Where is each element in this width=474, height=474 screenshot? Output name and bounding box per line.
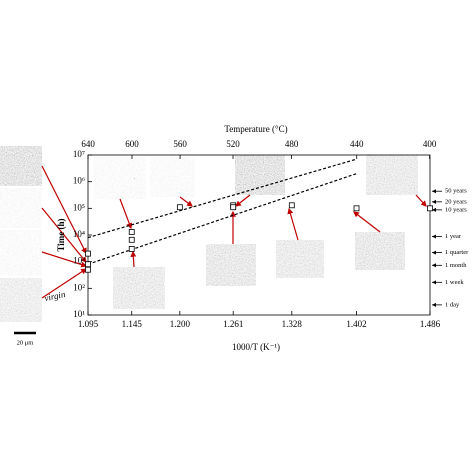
y2-tick-arrow [432,189,436,194]
y2-tick-label: 50 years [445,188,467,195]
micrograph [93,156,147,200]
y2-tick-label: 1 month [445,262,467,269]
data-point [85,250,91,257]
x-tick-label: 1.486 [420,319,441,329]
y-tick-label: 10⁶ [73,176,85,186]
y2-tick-label: 1 year [445,233,462,240]
y2-tick-arrow [432,280,436,285]
data-point [288,202,295,209]
micrograph [354,231,406,271]
data-point [128,229,135,235]
x2-tick-label: 480 [285,139,299,149]
micrograph [0,277,43,323]
micrograph [365,154,419,196]
x-tick-label: 1.200 [170,319,191,329]
micrograph [112,266,166,310]
virgin-label: virgin [43,289,66,303]
data-point [353,205,360,212]
scale-bar-label: 20 μm [17,339,34,346]
x-tick-label: 1.145 [122,319,143,329]
y2-tick-arrow [432,302,436,307]
arrow [353,211,381,233]
x-axis-title: 1000/T (K⁻¹) [232,342,280,352]
data-point [176,204,183,211]
x2-tick-label: 520 [226,139,240,149]
arrow [119,198,133,230]
micrograph [0,187,43,229]
x2-tick-label: 640 [81,139,95,149]
arrow [415,194,427,207]
y-axis-title: Time (h) [56,218,66,251]
arrow [41,165,87,255]
x2-tick-label: 440 [350,139,364,149]
data-point [85,266,91,273]
arrow [130,250,137,268]
y-tick-label: 10⁵ [73,202,85,212]
micrograph [149,156,196,198]
dashed-line [87,158,357,239]
y2-tick-label: 1 quarter [445,249,469,256]
data-point [230,204,237,211]
y2-tick-arrow [432,263,436,268]
arrows [41,165,427,299]
y2-tick-label: 20 years [445,198,467,205]
y2-tick-arrow [432,199,436,204]
arrow [41,251,88,268]
micrograph [275,239,325,279]
micrographs [0,145,419,323]
x2-axis-title: Temperature (°C) [224,124,287,134]
micrograph [0,229,43,276]
micrograph [0,145,43,187]
y2-tick-arrow [432,250,436,255]
arrow [179,196,193,207]
y2-tick-label: 10 years [445,206,467,213]
arrow [41,268,88,299]
x-tick-label: 1.261 [223,319,243,329]
x2-tick-label: 400 [423,139,437,149]
x2-tick-label: 600 [125,139,139,149]
x-tick-label: 1.095 [78,319,99,329]
micrograph [205,243,257,287]
y2-tick-arrow [432,234,436,239]
y2-tick-arrow [432,207,436,212]
y-tick-label: 10⁴ [73,229,85,239]
y-tick-label: 10¹ [73,309,85,319]
data-point [427,205,433,212]
data-point [128,236,135,243]
arrow [41,207,87,263]
x-tick-label: 1.402 [346,319,366,329]
y2-tick-label: 1 day [445,301,460,308]
arrow [287,207,299,241]
y-tick-label: 10² [73,282,85,292]
y-tick-label: 10⁷ [73,149,85,159]
x-tick-label: 1.328 [282,319,303,329]
x2-tick-label: 560 [173,139,187,149]
y2-tick-label: 1 week [445,279,464,286]
data-point [128,246,135,252]
data-point [85,261,91,268]
y-tick-label: 10³ [73,256,85,266]
arrow [235,194,251,207]
micrograph [234,154,286,196]
